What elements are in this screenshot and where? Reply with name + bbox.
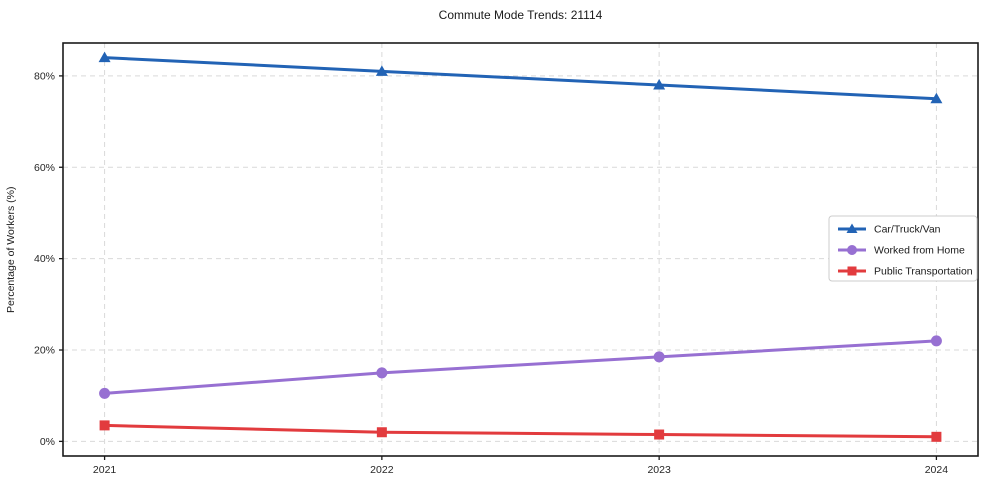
legend-marker-circle	[847, 245, 857, 255]
legend-label: Public Transportation	[874, 266, 973, 278]
x-tick-label: 2021	[93, 464, 117, 476]
data-point-circle	[99, 387, 111, 399]
data-point-square	[654, 429, 665, 440]
data-point-circle	[930, 335, 942, 347]
data-point-triangle	[930, 92, 943, 104]
y-axis-label: Percentage of Workers (%)	[5, 186, 17, 313]
series-line-2	[103, 423, 938, 439]
x-tick-label: 2023	[647, 464, 671, 476]
x-tick-label: 2024	[925, 464, 949, 476]
data-point-square	[931, 431, 942, 442]
chart-title: Commute Mode Trends: 21114	[438, 8, 603, 22]
data-point-triangle	[653, 79, 666, 90]
data-point-circle	[376, 367, 388, 379]
legend-box	[828, 215, 978, 282]
data-point-triangle	[98, 51, 111, 63]
data-point-circle	[653, 351, 665, 363]
series-line-0	[103, 56, 938, 101]
y-tick-label: 80%	[34, 70, 55, 82]
x-tick-label: 2022	[370, 464, 394, 476]
data-point-triangle	[375, 65, 388, 76]
y-tick-label: 40%	[34, 253, 55, 265]
y-tick-label: 0%	[40, 436, 55, 448]
y-tick-label: 60%	[34, 162, 55, 174]
y-tick-label: 20%	[34, 345, 55, 357]
legend-label: Worked from Home	[874, 245, 965, 257]
plot-area	[63, 43, 978, 456]
series-line-1	[103, 339, 938, 395]
legend-marker-triangle	[846, 223, 858, 233]
data-point-square	[376, 427, 387, 438]
legend-label: Car/Truck/Van	[874, 224, 941, 236]
legend-marker-square	[847, 266, 857, 276]
data-point-square	[99, 420, 110, 431]
plot-border	[62, 42, 979, 457]
